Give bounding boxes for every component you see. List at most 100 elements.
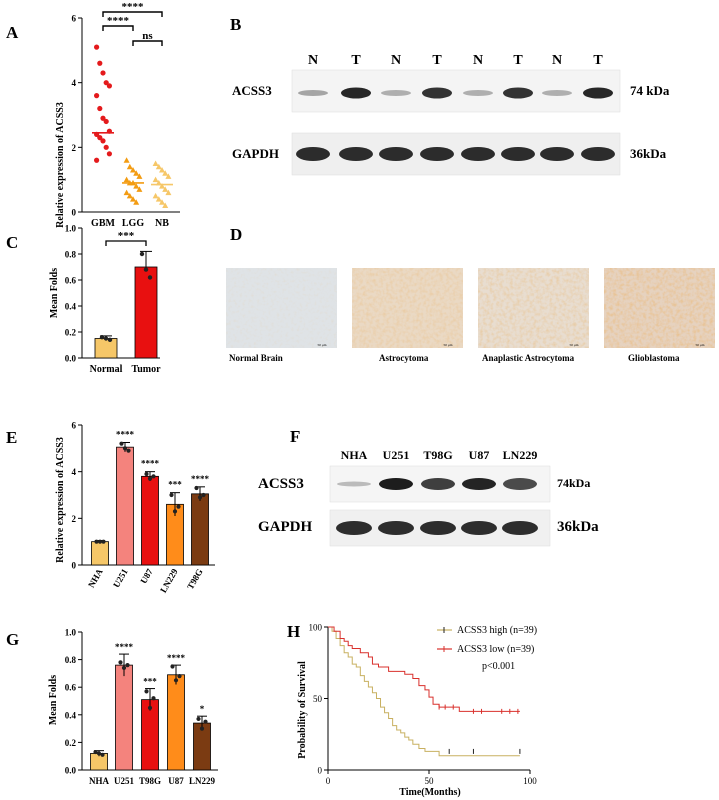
g-y-tick-label: 0.4	[65, 710, 77, 720]
panel-letter-f: F	[290, 427, 300, 446]
blot-b-band-gapdh	[420, 147, 454, 161]
micrograph-anaplastic-astrocytoma	[478, 268, 589, 348]
h-y-tick-label: 100	[309, 623, 323, 633]
blot-b-band-acss3	[341, 87, 371, 99]
caption-glioblastoma: Glioblastoma	[628, 353, 680, 363]
blot-b-band-gapdh	[461, 147, 495, 161]
e-sig-4: ****	[191, 474, 210, 484]
e-category-3: LN229	[158, 567, 180, 595]
e-sig-3: ***	[168, 480, 182, 490]
c-point	[107, 337, 113, 342]
blot-f-lane-0: NHA	[341, 448, 368, 462]
c-y-tick-label: 0.2	[65, 328, 77, 338]
e-category-1: U251	[111, 567, 130, 590]
c-point	[147, 275, 153, 280]
blot-f-lane-2: T98G	[423, 448, 452, 462]
g-point	[118, 660, 123, 665]
a-bracket-gbm-lgg-label: ****	[107, 15, 130, 27]
blot-f-band-acss3	[462, 478, 496, 490]
g-point	[125, 663, 130, 668]
panel-b-blot: N T N T N T N T ACSS3 GAPDH 74 kDa 36kDa	[232, 53, 670, 176]
e-point	[169, 492, 174, 498]
h-x-tick-label: 50	[425, 776, 435, 786]
e-bar-4	[191, 493, 209, 566]
e-point	[94, 539, 99, 544]
blot-b-band-acss3	[298, 90, 328, 96]
blot-b-band-acss3	[583, 87, 613, 99]
a-category-gbm: GBM	[91, 218, 115, 229]
a-bracket-gbm-lgg	[102, 25, 134, 31]
blot-f-band-acss3	[337, 481, 371, 487]
a-point-lgg	[126, 192, 133, 199]
blot-f-band-acss3	[503, 478, 537, 490]
a-point-gbm	[100, 70, 106, 76]
a-point-lgg	[126, 163, 133, 170]
panel-e-ylabel: Relative expression of ACSS3	[55, 437, 66, 563]
e-point	[194, 485, 199, 491]
e-point	[97, 539, 103, 544]
g-category-4: LN229	[189, 776, 216, 786]
a-point-lgg	[130, 196, 136, 202]
a-bracket-gbm-nb	[102, 11, 163, 17]
panel-g-ylabel: Mean Folds	[48, 675, 59, 725]
panel-letter-b: B	[230, 15, 241, 34]
a-point-nb	[165, 173, 172, 179]
blot-f-lane-1: U251	[383, 448, 410, 462]
a-point-lgg	[136, 173, 143, 179]
blot-f-band-label-acss3: ACSS3	[258, 476, 304, 492]
a-point-nb	[159, 166, 165, 173]
g-y-tick-label: 0.8	[65, 655, 77, 665]
e-category-4: T98G	[185, 567, 205, 591]
blot-f-band-gapdh	[502, 521, 538, 535]
panel-h-xlabel: Time(Months)	[399, 787, 460, 798]
blot-b-band-gapdh	[501, 147, 535, 161]
panel-letter-c: C	[6, 233, 18, 252]
micrograph-scale-4: 50 μm	[696, 343, 705, 347]
g-point	[121, 665, 127, 670]
g-point	[196, 716, 201, 722]
e-bar-2	[141, 475, 159, 566]
g-category-3: U87	[168, 776, 184, 786]
a-point-gbm	[94, 44, 100, 50]
blot-b-size-74: 74 kDa	[630, 83, 670, 98]
e-y-tick-label: 0	[72, 561, 77, 571]
a-category-nb: NB	[155, 218, 169, 229]
blot-b-size-36: 36kDa	[630, 146, 667, 161]
e-point	[147, 476, 153, 481]
blot-f-band-gapdh	[420, 521, 456, 535]
g-bar-1	[115, 664, 133, 771]
a-point-gbm	[94, 157, 100, 163]
a-point-lgg	[133, 199, 140, 205]
blot-b-lane-6: N	[552, 53, 562, 68]
blot-f-lane-4: LN229	[503, 448, 538, 462]
g-point	[147, 705, 153, 711]
g-point	[93, 749, 98, 755]
e-point	[197, 495, 203, 500]
a-point-nb	[155, 196, 162, 202]
blot-b-band-acss3	[463, 90, 493, 96]
panel-a-chart: Relative expression of ACSS3 0 2 4 6 GBM LGG N…	[55, 1, 180, 229]
h-y-tick-label: 0	[318, 766, 323, 776]
blot-b-strip-acss3	[291, 69, 621, 113]
blot-b-lane-7: T	[593, 53, 603, 68]
h-curve-1	[328, 626, 520, 712]
a-point-nb	[159, 183, 165, 189]
panel-letter-a: A	[6, 23, 19, 42]
a-point-lgg	[133, 170, 140, 176]
a-y-tick-label: 6	[72, 14, 77, 24]
panel-letter-d: D	[230, 225, 242, 244]
c-bracket	[105, 240, 147, 246]
panel-h-ylabel: Probability of Survival	[297, 661, 308, 759]
h-curve-0	[328, 626, 520, 757]
g-sig-1: ****	[115, 642, 134, 652]
micrograph-normal-brain	[226, 268, 337, 348]
c-y-tick-label: 0.8	[65, 250, 77, 260]
e-y-tick-label: 4	[72, 467, 77, 477]
g-sig-2: ***	[143, 677, 157, 687]
g-point	[203, 719, 208, 724]
a-y-tick-label: 4	[72, 78, 77, 88]
e-category-0: NHA	[86, 567, 105, 590]
a-point-lgg	[133, 183, 140, 189]
blot-b-band-acss3	[422, 87, 452, 99]
g-sig-3: ****	[167, 653, 186, 663]
